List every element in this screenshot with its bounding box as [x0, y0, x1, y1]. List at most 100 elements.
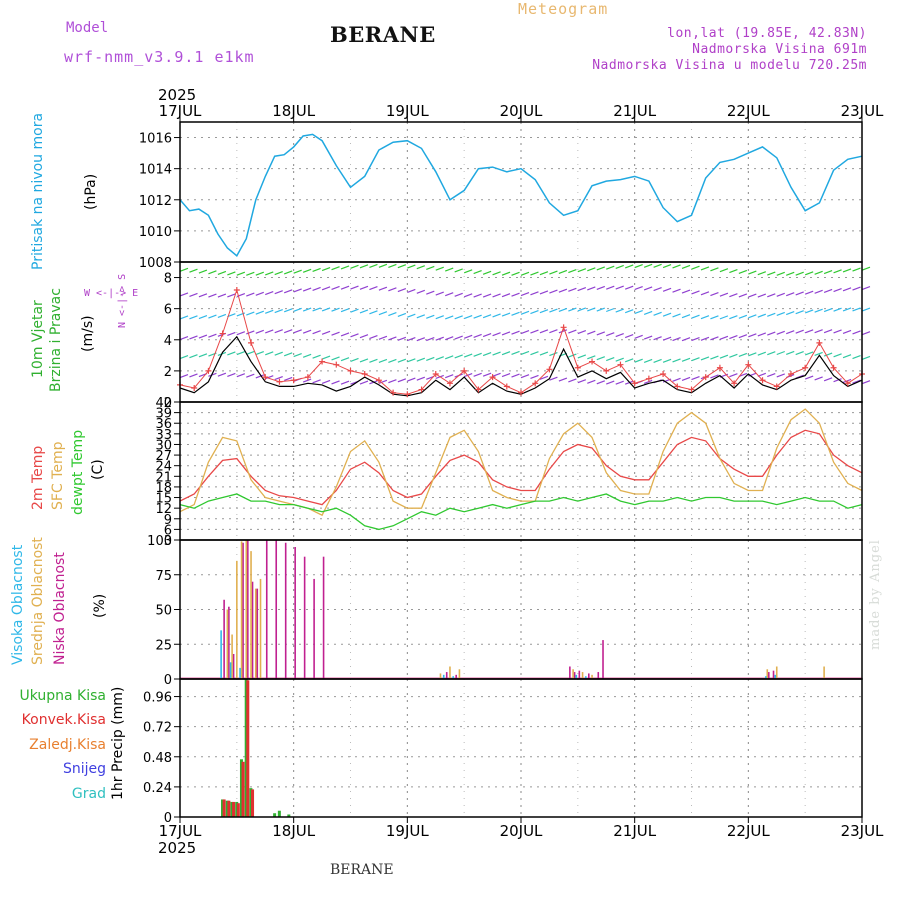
- wind-gust-point: [787, 371, 794, 377]
- wind-arrow: [227, 293, 236, 298]
- wind-arrow: [549, 270, 558, 275]
- temperature-frame: [179, 401, 863, 541]
- wind-arrow: [757, 351, 767, 356]
- wind-gust-point: [461, 367, 468, 374]
- wind-arrow: [492, 351, 501, 356]
- wind-arrow: [757, 271, 767, 276]
- wind-arrow: [804, 329, 814, 334]
- wind-arrow: [786, 292, 795, 297]
- wind-arrow: [833, 269, 842, 274]
- precip-conv-bar: [246, 680, 250, 817]
- wind-arrow: [624, 264, 634, 269]
- wind-arrow: [435, 336, 444, 341]
- wind-arrow: [236, 331, 246, 336]
- temperature-ytick-label: 18: [155, 481, 172, 496]
- wind-gust-point: [361, 371, 368, 377]
- wind-arrow: [454, 335, 463, 340]
- pressure-ytick-label: 1016: [139, 132, 172, 147]
- cloud-ytick-label: 50: [155, 604, 172, 619]
- wind-arrow: [482, 352, 492, 357]
- precip-conv-label: Konvek.Kisa: [21, 712, 106, 728]
- wind-arrow: [634, 285, 643, 291]
- pressure-ytick-label: 1008: [139, 256, 172, 271]
- wind-arrow: [321, 355, 331, 360]
- precip-total-bar: [249, 788, 253, 817]
- wind-arrow: [606, 285, 615, 290]
- wind-arrow: [568, 378, 577, 383]
- temperature-ytick-label: 6: [164, 523, 172, 538]
- wind-arrow: [416, 376, 426, 381]
- wind-arrow: [672, 358, 681, 363]
- wind-arrow: [227, 351, 236, 356]
- wind-arrow: [407, 288, 416, 293]
- wind-arrow: [662, 287, 672, 292]
- wind-arrow: [302, 307, 312, 312]
- wind-arrow: [738, 314, 748, 319]
- wind-arrow: [861, 355, 871, 361]
- wind-arrow: [378, 286, 388, 291]
- wind-arrow: [786, 311, 795, 316]
- wind-arrow: [710, 315, 719, 320]
- wind-arrow: [549, 352, 558, 357]
- temperature-ytick-label: 36: [155, 417, 172, 432]
- wind-arrow: [473, 333, 482, 339]
- wind-arrow: [407, 264, 416, 269]
- wind-arrow: [265, 309, 274, 314]
- wind-arrow: [189, 354, 198, 359]
- wind-arrow: [302, 287, 312, 292]
- precip-total-bar: [239, 759, 243, 817]
- wind-arrow: [577, 379, 587, 384]
- wind-arrow: [208, 314, 217, 319]
- wind-arrow: [710, 374, 719, 379]
- wind-arrow: [388, 263, 397, 268]
- wind-arrow: [501, 271, 511, 276]
- wind-arrow: [189, 268, 198, 273]
- wind-arrow: [179, 292, 189, 297]
- wind-arrow: [388, 287, 397, 292]
- wind-arrow: [217, 313, 227, 319]
- wind-arrow: [596, 307, 605, 312]
- precip-conv-bar: [241, 761, 245, 817]
- wind-arrow: [435, 356, 444, 361]
- wind-gust-point: [631, 380, 638, 387]
- wind-arrow: [624, 358, 634, 363]
- wind-arrow: [719, 268, 729, 273]
- wind-arrow: [331, 285, 340, 290]
- wind-arrow: [842, 307, 852, 312]
- wind-ytick-label: 0: [164, 396, 172, 411]
- wind-arrow: [198, 293, 208, 298]
- model-name: wrf-nmm_v3.9.1 e1km: [64, 48, 255, 66]
- time-label-bottom: 17JUL: [159, 822, 202, 840]
- wind-arrow: [776, 350, 785, 356]
- wind-gust-point: [716, 364, 723, 371]
- wind-arrow: [615, 308, 624, 313]
- wind-arrow: [179, 335, 189, 341]
- wind-arrow: [397, 336, 407, 341]
- wind-arrow: [643, 310, 653, 315]
- cloud-frame: [179, 539, 863, 680]
- lonlat-label: lon,lat (19.85E, 42.83N): [667, 26, 867, 41]
- pressure-ytick-label: 1014: [139, 163, 172, 178]
- wind-arrow: [189, 373, 198, 378]
- wind-arrow: [672, 377, 681, 382]
- wind-gust-point: [233, 287, 240, 293]
- wind-arrow: [388, 358, 397, 363]
- wind-arrow: [653, 311, 662, 316]
- wind-arrow: [776, 292, 785, 297]
- wind-arrow: [350, 308, 359, 313]
- cloud-ytick-label: 75: [155, 569, 172, 584]
- wind-ytick-label: 8: [164, 272, 172, 287]
- wind-arrow: [227, 271, 236, 276]
- wind-arrow: [492, 332, 501, 337]
- wind-arrow: [454, 315, 463, 320]
- wind-arrow: [520, 271, 530, 276]
- wind-arrow: [312, 267, 321, 273]
- wind-arrow: [350, 285, 359, 290]
- wind-arrow: [246, 271, 255, 276]
- wind-arrow: [852, 267, 861, 272]
- wind-arrow: [662, 358, 672, 363]
- wind-arrow: [587, 379, 596, 384]
- wind-arrow: [407, 337, 416, 342]
- wind-arrow: [615, 285, 624, 290]
- wind-arrow: [265, 329, 274, 334]
